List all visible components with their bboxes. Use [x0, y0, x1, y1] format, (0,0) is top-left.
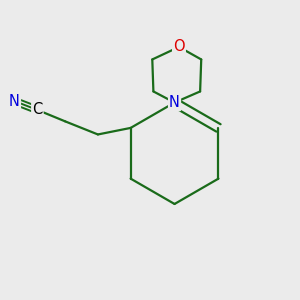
- Text: O: O: [173, 39, 185, 54]
- Text: N: N: [169, 95, 180, 110]
- Text: C: C: [32, 102, 43, 117]
- Text: N: N: [9, 94, 20, 109]
